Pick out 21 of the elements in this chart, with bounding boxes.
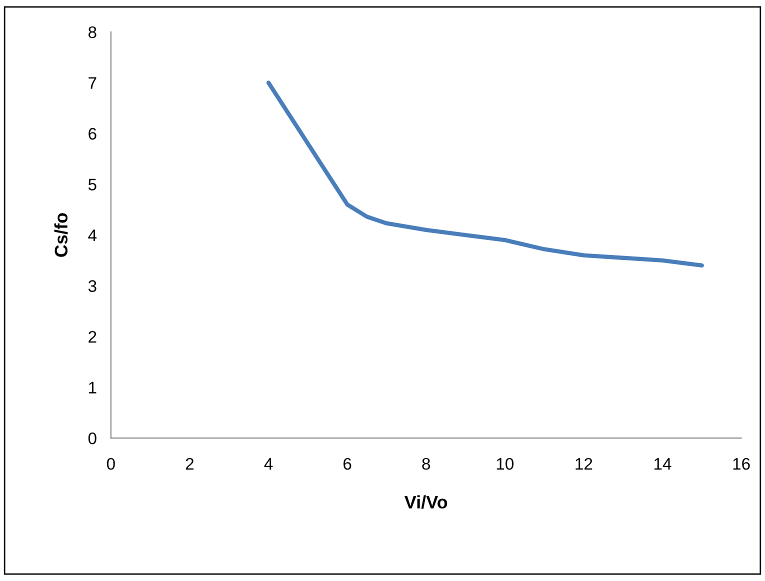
x-tick-label: 8 — [422, 458, 430, 470]
x-tick-label: 2 — [186, 458, 194, 470]
line-series — [266, 80, 704, 268]
y-tick-label: 1 — [89, 382, 96, 394]
x-tick-label: 14 — [654, 458, 672, 470]
y-tick-label: 3 — [88, 280, 96, 292]
y-tick-label: 0 — [88, 432, 96, 444]
x-tick-label: 16 — [733, 458, 750, 470]
x-axis-title: Vi/Vo — [404, 495, 448, 509]
x-tick-label: 6 — [344, 458, 352, 470]
y-tick-label: 5 — [88, 178, 96, 190]
x-tick-label: 0 — [106, 458, 115, 470]
y-tick-label: 4 — [88, 230, 97, 242]
x-tick-label: 4 — [264, 458, 273, 470]
y-tick-label: 8 — [88, 26, 96, 38]
y-tick-label: 2 — [88, 330, 96, 343]
y-axis-title: Cs/fo — [54, 213, 68, 257]
x-tick-label: 10 — [496, 458, 514, 470]
y-tick-label: 6 — [88, 128, 96, 140]
y-tick-label: 7 — [88, 77, 96, 89]
x-tick-label: 12 — [576, 458, 592, 470]
